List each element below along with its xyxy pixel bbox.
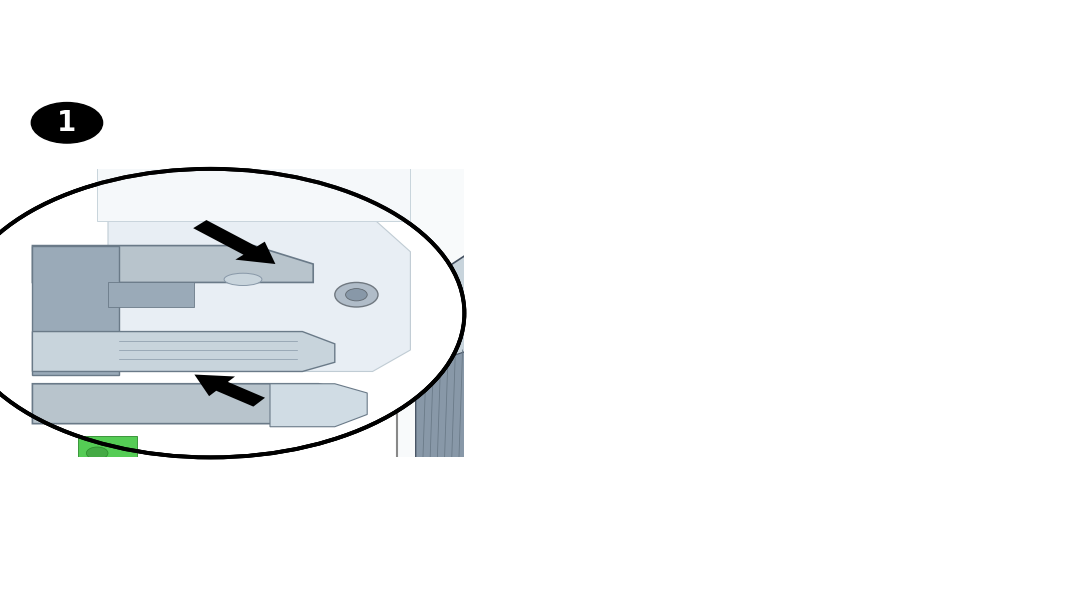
Ellipse shape <box>794 286 869 316</box>
Ellipse shape <box>920 262 959 278</box>
Ellipse shape <box>902 322 977 353</box>
Polygon shape <box>950 295 1010 350</box>
Ellipse shape <box>705 188 743 204</box>
Circle shape <box>86 447 108 459</box>
Polygon shape <box>270 384 367 427</box>
Polygon shape <box>32 384 356 424</box>
Polygon shape <box>470 233 1010 368</box>
Circle shape <box>31 103 103 143</box>
Circle shape <box>346 289 367 301</box>
Ellipse shape <box>920 330 959 345</box>
Polygon shape <box>659 559 702 589</box>
FancyArrow shape <box>624 129 704 257</box>
Polygon shape <box>108 218 410 371</box>
Polygon shape <box>470 534 1064 583</box>
Ellipse shape <box>902 255 977 286</box>
Ellipse shape <box>686 249 761 279</box>
Ellipse shape <box>705 257 743 271</box>
Ellipse shape <box>794 218 869 249</box>
Polygon shape <box>443 43 1064 454</box>
Ellipse shape <box>813 225 851 241</box>
Circle shape <box>335 282 378 307</box>
Ellipse shape <box>1025 291 1044 298</box>
Polygon shape <box>648 154 734 325</box>
Polygon shape <box>32 332 335 371</box>
FancyArrow shape <box>194 375 265 406</box>
Circle shape <box>431 93 502 134</box>
Bar <box>78 436 137 459</box>
Polygon shape <box>416 270 443 387</box>
Ellipse shape <box>1025 365 1044 372</box>
Bar <box>464 0 1080 614</box>
Bar <box>0 0 464 169</box>
Polygon shape <box>529 12 799 61</box>
Polygon shape <box>32 246 313 282</box>
Polygon shape <box>734 111 810 141</box>
Text: 2: 2 <box>457 99 476 128</box>
Polygon shape <box>108 282 194 307</box>
Polygon shape <box>572 31 691 68</box>
Polygon shape <box>616 160 648 332</box>
Ellipse shape <box>225 273 261 286</box>
Ellipse shape <box>686 181 761 212</box>
Polygon shape <box>470 92 1021 381</box>
Bar <box>786 37 804 74</box>
Polygon shape <box>416 356 1064 583</box>
Ellipse shape <box>1025 230 1044 237</box>
Ellipse shape <box>813 293 851 309</box>
Polygon shape <box>416 350 470 522</box>
Polygon shape <box>491 325 562 356</box>
Circle shape <box>0 169 464 457</box>
Bar <box>0 457 464 614</box>
Polygon shape <box>97 160 410 221</box>
Polygon shape <box>1015 184 1064 411</box>
Bar <box>397 15 1069 602</box>
Polygon shape <box>529 12 799 111</box>
Polygon shape <box>32 246 119 375</box>
Text: 1: 1 <box>57 109 77 137</box>
FancyArrow shape <box>193 220 275 264</box>
Polygon shape <box>470 147 605 332</box>
Ellipse shape <box>689 550 748 574</box>
